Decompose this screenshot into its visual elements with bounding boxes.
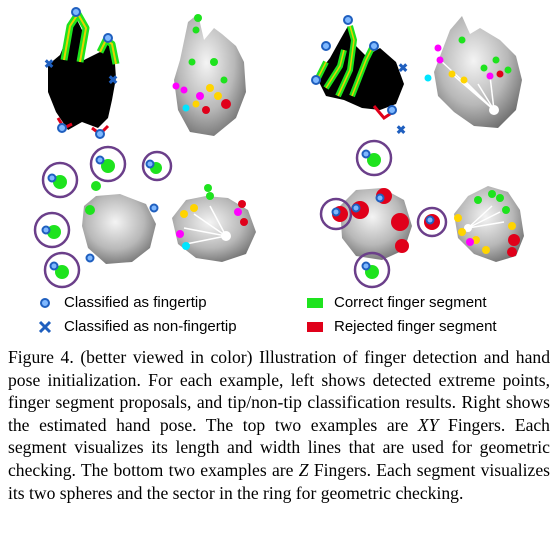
legend-label-correct: Correct finger segment [334, 294, 487, 311]
panel-bottom-left-segmentation [33, 145, 173, 289]
non-fingertip-marker: ✖ [44, 57, 54, 71]
panel-top-left-pose [172, 14, 246, 136]
fingertip-marker [343, 15, 353, 25]
fingertip-marker [95, 129, 105, 139]
legend-label-fingertip: Classified as fingertip [64, 294, 207, 311]
caption-xy: XY [417, 414, 439, 435]
panel-bottom-right-pose [454, 186, 524, 262]
caption-text-2: Fingers. Each segment visualizes its len… [8, 414, 550, 480]
panel-bottom-right-segmentation [319, 139, 448, 289]
legend: Classified as fingertip Classified as no… [0, 292, 558, 340]
panel-top-right-pose [424, 16, 522, 128]
legend-item-non-fingertip: Classified as non-fingertip [36, 318, 237, 335]
fingertip-marker [103, 33, 113, 43]
caption-label: Figure 4. [8, 347, 74, 367]
legend-item-fingertip: Classified as fingertip [36, 294, 207, 311]
figure-illustration: ✖ ✖ ✖ ✖ [33, 7, 524, 289]
fingertip-marker [387, 105, 397, 115]
non-fingertip-icon [38, 320, 52, 333]
fingertip-marker [321, 41, 331, 51]
legend-item-rejected: Rejected finger segment [306, 318, 497, 335]
fingertip-marker [369, 41, 379, 51]
non-fingertip-marker: ✖ [108, 73, 118, 87]
non-fingertip-marker: ✖ [398, 61, 408, 75]
fingertip-marker [57, 123, 67, 133]
caption-text-3: Fingers. Each segment visualizes its two… [8, 459, 550, 503]
legend-label-non-fingertip: Classified as non-fingertip [64, 318, 237, 335]
figure-caption: Figure 4. (better viewed in color) Illus… [8, 346, 550, 504]
fingertip-marker [71, 7, 81, 17]
caption-text-1: (better viewed in color) Illustration of… [8, 347, 551, 435]
caption-z: Z [298, 459, 309, 480]
panel-top-right-segmentation: ✖ ✖ [311, 15, 408, 137]
correct-segment-swatch-icon [307, 297, 323, 308]
legend-label-rejected: Rejected finger segment [334, 318, 497, 335]
non-fingertip-marker: ✖ [396, 123, 406, 137]
panel-top-left-segmentation: ✖ ✖ [44, 7, 120, 139]
legend-item-correct: Correct finger segment [306, 294, 487, 311]
rejected-segment-swatch-icon [307, 321, 323, 332]
panel-bottom-left-pose [172, 184, 256, 262]
fingertip-icon [40, 297, 50, 308]
fingertip-marker [311, 75, 321, 85]
